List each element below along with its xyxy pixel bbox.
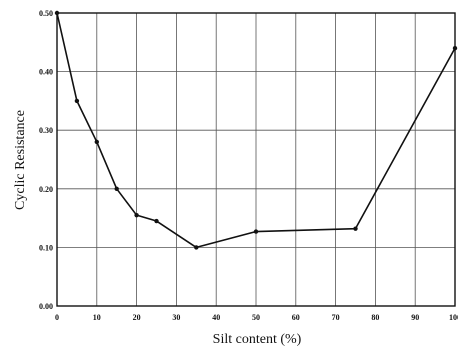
y-axis-tick-labels: 0.00 0.10 0.20 0.30 0.40 0.50: [39, 9, 53, 311]
x-axis-title: Silt content (%): [213, 332, 302, 347]
y-axis-title: Cyclic Resistance: [13, 110, 28, 210]
y-tick-label: 0.50: [39, 9, 53, 18]
data-point: [194, 245, 199, 250]
y-tick-label: 0.20: [39, 185, 53, 194]
data-point: [74, 98, 80, 104]
data-point: [353, 226, 358, 231]
data-point: [154, 218, 159, 224]
x-tick-label: 60: [292, 313, 300, 322]
x-tick-label: 100: [449, 313, 458, 322]
x-tick-label: 80: [371, 313, 379, 322]
data-point: [94, 139, 100, 145]
y-tick-label: 0.10: [39, 243, 53, 252]
x-tick-label: 0: [55, 313, 59, 322]
x-axis-tick-labels: 0 10 20 30 40 50 60 70 80 90 100: [55, 313, 458, 322]
data-point: [114, 186, 119, 191]
x-tick-label: 40: [212, 313, 220, 322]
data-point: [452, 45, 458, 51]
data-series: [54, 10, 458, 250]
y-tick-label: 0.00: [39, 302, 53, 311]
x-tick-label: 30: [172, 313, 180, 322]
data-point: [253, 229, 259, 234]
x-tick-label: 90: [411, 313, 419, 322]
plot-frame: [56, 12, 456, 307]
x-tick-label: 70: [332, 313, 340, 322]
data-point: [54, 10, 60, 16]
grid-lines: [57, 13, 455, 306]
x-tick-label: 10: [93, 313, 101, 322]
plot-border: [56, 12, 456, 307]
x-tick-label: 20: [133, 313, 141, 322]
data-point: [134, 212, 139, 218]
x-tick-label: 50: [252, 313, 260, 322]
y-tick-label: 0.30: [39, 126, 53, 135]
series-line: [56, 12, 456, 249]
y-tick-label: 0.40: [39, 68, 53, 77]
